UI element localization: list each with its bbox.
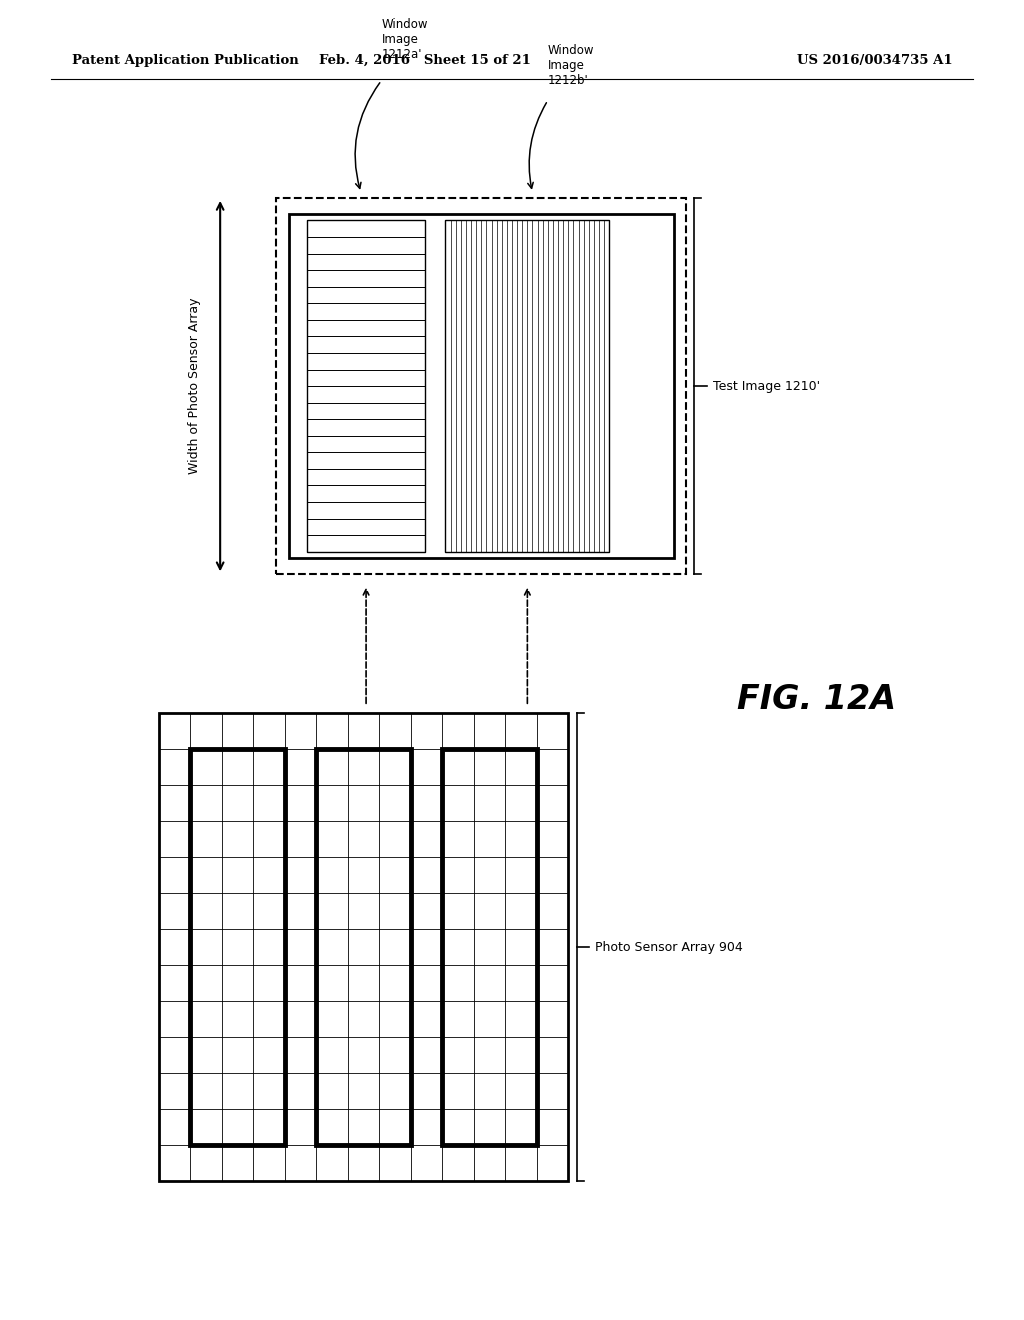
Bar xyxy=(445,220,609,552)
Text: FIG. 12A: FIG. 12A xyxy=(737,684,896,715)
Bar xyxy=(316,748,411,1146)
Text: US 2016/0034735 A1: US 2016/0034735 A1 xyxy=(797,54,952,67)
Text: Feb. 4, 2016   Sheet 15 of 21: Feb. 4, 2016 Sheet 15 of 21 xyxy=(319,54,530,67)
Bar xyxy=(289,214,674,558)
Bar xyxy=(159,713,568,1181)
Text: Window
Image
1212b': Window Image 1212b' xyxy=(548,44,594,87)
Bar xyxy=(276,198,686,574)
Bar xyxy=(442,748,537,1146)
Text: Window
Image
1212a': Window Image 1212a' xyxy=(382,17,428,61)
Bar xyxy=(190,748,285,1146)
Text: Width of Photo Sensor Array: Width of Photo Sensor Array xyxy=(188,298,201,474)
Text: Patent Application Publication: Patent Application Publication xyxy=(72,54,298,67)
Bar xyxy=(307,220,425,552)
Text: Photo Sensor Array 904: Photo Sensor Array 904 xyxy=(595,941,742,953)
Text: Test Image 1210': Test Image 1210' xyxy=(713,380,820,392)
